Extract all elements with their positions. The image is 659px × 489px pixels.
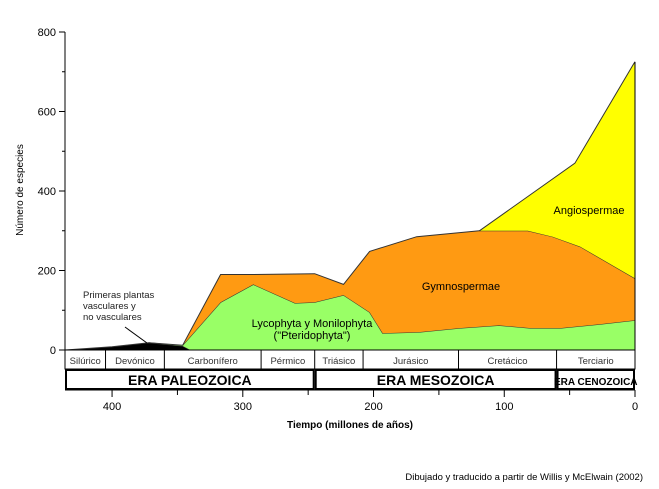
early-plants-label: no vasculares <box>83 312 142 323</box>
x-tick-label: 300 <box>234 401 252 413</box>
ferns-label: ("Pteridophyta") <box>274 330 351 342</box>
x-axis-label: Tiempo (millones de años) <box>287 420 413 431</box>
y-tick-label: 0 <box>50 345 56 357</box>
era-box <box>314 369 557 390</box>
x-tick-label: 100 <box>495 401 513 413</box>
early-plants-label: Primeras plantas <box>83 290 155 301</box>
period-label: Triásico <box>322 356 355 367</box>
area-series-1 <box>148 284 635 350</box>
area-series-3 <box>479 61 635 279</box>
period-label: Jurásico <box>393 356 428 367</box>
era-label: ERA MESOZOICA <box>377 372 495 388</box>
x-tick-label: 400 <box>103 401 121 413</box>
source-note: Dibujado y traducido a partir de Willis … <box>405 472 643 483</box>
period-label: Terciario <box>578 356 614 367</box>
era-box <box>65 369 315 390</box>
period-label: Pérmico <box>270 356 305 367</box>
y-tick-label: 800 <box>38 27 56 39</box>
early-plants-label: vasculares y <box>83 301 136 312</box>
areas <box>64 61 636 351</box>
y-tick-label: 400 <box>38 186 56 198</box>
era-box <box>556 369 635 390</box>
period-label: Devónico <box>115 356 155 367</box>
y-tick-label: 200 <box>38 266 56 278</box>
y-axis-label: Número de especies <box>15 144 26 236</box>
era-label: ERA PALEOZOICA <box>128 372 252 388</box>
ferns-label: Lycophyta y Monilophyta <box>252 318 374 330</box>
area-series-2 <box>182 230 635 346</box>
area-series-3-outline <box>479 61 636 232</box>
gymnospermae-label: Gymnospermae <box>422 281 500 293</box>
early-plants-leader-line <box>124 326 148 344</box>
era-label: ERA CENOZOICA <box>554 377 638 388</box>
x-tick-label: 0 <box>632 401 638 413</box>
period-label: Carbonífero <box>188 356 238 367</box>
time-bands: Silúrico Devónico Carbonífero Pérmico Triási… <box>64 349 638 390</box>
period-label: Cretácico <box>487 356 527 367</box>
area-series-2-outline <box>182 230 636 346</box>
period-label: Silúrico <box>70 356 101 367</box>
angiospermae-label: Angiospermae <box>554 205 625 217</box>
y-tick-label: 600 <box>38 107 56 119</box>
x-tick-label: 200 <box>364 401 382 413</box>
